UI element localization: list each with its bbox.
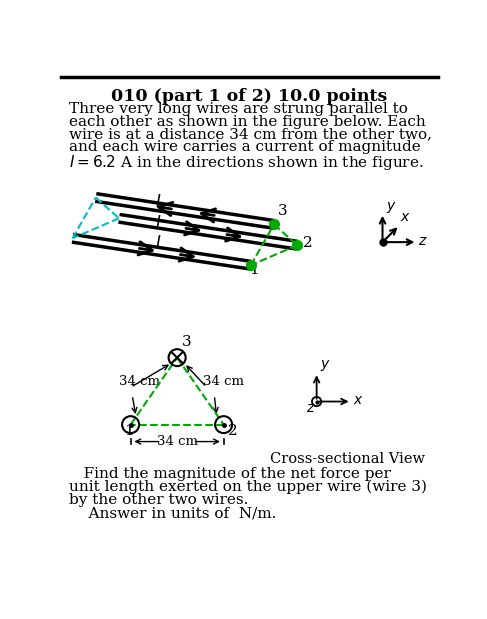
Text: unit length exerted on the upper wire (wire 3): unit length exerted on the upper wire (w…: [69, 480, 427, 495]
Text: 3: 3: [278, 204, 287, 218]
Text: $I$: $I$: [154, 235, 161, 253]
Text: Three very long wires are strung parallel to: Three very long wires are strung paralle…: [69, 102, 408, 116]
Text: Cross-sectional View: Cross-sectional View: [270, 452, 425, 465]
Text: wire is at a distance 34 cm from the other two,: wire is at a distance 34 cm from the oth…: [69, 128, 431, 141]
Text: 2: 2: [227, 425, 237, 438]
Text: 34 cm: 34 cm: [157, 435, 198, 448]
Text: each other as shown in the figure below. Each: each other as shown in the figure below.…: [69, 115, 425, 129]
Text: $I$: $I$: [154, 215, 161, 232]
Text: 34 cm: 34 cm: [204, 375, 244, 388]
Text: $x$: $x$: [400, 210, 411, 223]
Text: $z$: $z$: [306, 401, 316, 415]
Text: $z$: $z$: [418, 234, 428, 248]
Text: and each wire carries a current of magnitude: and each wire carries a current of magni…: [69, 140, 420, 154]
Text: 1: 1: [249, 264, 259, 277]
Text: Find the magnitude of the net force per: Find the magnitude of the net force per: [69, 467, 391, 481]
Text: $y$: $y$: [386, 200, 396, 215]
Text: $I = 6.2$ A in the directions shown in the figure.: $I = 6.2$ A in the directions shown in t…: [69, 153, 423, 172]
Text: 2: 2: [303, 236, 313, 249]
Text: by the other two wires.: by the other two wires.: [69, 493, 248, 507]
Text: $y$: $y$: [320, 358, 331, 373]
Text: 3: 3: [182, 335, 191, 349]
Text: 34 cm: 34 cm: [119, 375, 160, 388]
Text: 1: 1: [124, 425, 134, 438]
Text: $x$: $x$: [353, 393, 364, 407]
Text: 010 (part 1 of 2) 10.0 points: 010 (part 1 of 2) 10.0 points: [111, 88, 387, 105]
Text: Answer in units of  N/m.: Answer in units of N/m.: [69, 506, 276, 520]
Text: $I$: $I$: [154, 194, 161, 212]
